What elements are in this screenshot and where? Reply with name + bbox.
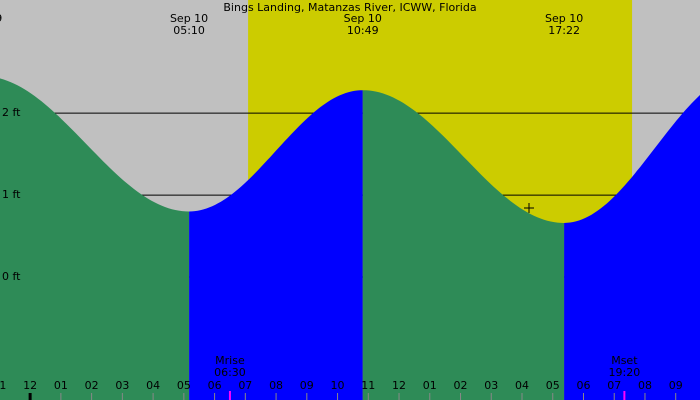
x-tick-label: 02 — [454, 379, 468, 392]
x-tick-label: 11 — [361, 379, 375, 392]
x-tick-label: 08 — [638, 379, 652, 392]
event-date: Sep 09 — [0, 12, 2, 25]
x-tick-label: 08 — [269, 379, 283, 392]
x-tick-label: 12 — [23, 379, 37, 392]
x-tick-label: 03 — [115, 379, 129, 392]
event-time: 05:10 — [173, 24, 205, 37]
event-date: Sep 10 — [545, 12, 583, 25]
falling-tide — [362, 90, 565, 400]
chart-title: Bings Landing, Matanzas River, ICWW, Flo… — [223, 1, 476, 14]
event-time: 10:49 — [347, 24, 379, 37]
x-tick-label: 06 — [576, 379, 590, 392]
cursor — [524, 203, 534, 213]
x-tick-label: 01 — [54, 379, 68, 392]
x-tick-label: 04 — [515, 379, 529, 392]
moon-label: Mrise — [215, 354, 245, 367]
moon-time: 06:30 — [214, 366, 246, 379]
x-tick-label: 05 — [177, 379, 191, 392]
x-tick-label: 09 — [669, 379, 683, 392]
x-tick-label: 12 — [392, 379, 406, 392]
x-tick-label: 01 — [423, 379, 437, 392]
falling-tide — [0, 78, 190, 400]
x-tick-label: 07 — [607, 379, 621, 392]
event-time: 17:22 — [548, 24, 580, 37]
x-tick-label: 11 — [0, 379, 6, 392]
x-tick-label: 07 — [238, 379, 252, 392]
y-tick-label: 2 ft — [2, 106, 21, 119]
x-tick-label: 02 — [85, 379, 99, 392]
x-tick-label: 03 — [484, 379, 498, 392]
y-tick-label: 0 ft — [2, 270, 21, 283]
x-tick-label: 09 — [300, 379, 314, 392]
x-tick-label: 10 — [331, 379, 345, 392]
rising-tide — [189, 90, 363, 400]
x-tick-label: 05 — [546, 379, 560, 392]
y-tick-label: 1 ft — [2, 188, 21, 201]
x-tick-label: 04 — [146, 379, 160, 392]
event-date: Sep 10 — [170, 12, 208, 25]
event-date: Sep 10 — [344, 12, 382, 25]
rising-tide — [564, 94, 700, 400]
moon-label: Mset — [611, 354, 638, 367]
x-tick-label: 06 — [208, 379, 222, 392]
moon-time: 19:20 — [609, 366, 641, 379]
